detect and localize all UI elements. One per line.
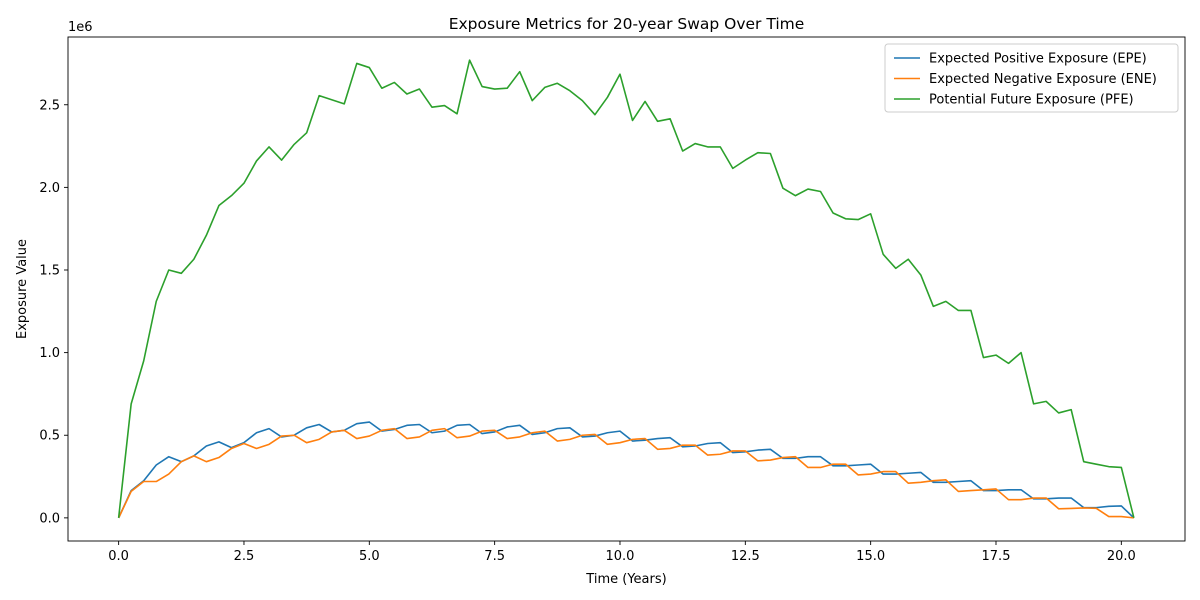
y-tick-label: 0.5 [39, 429, 60, 444]
y-axis-offset-label: 1e6 [68, 20, 93, 35]
x-tick-label: 15.0 [856, 549, 885, 564]
x-tick-label: 12.5 [731, 549, 760, 564]
x-tick-label: 17.5 [982, 549, 1011, 564]
series-layer [117, 59, 1135, 519]
legend-label-2: Potential Future Exposure (PFE) [929, 93, 1134, 108]
y-axis-label: Exposure Value [15, 239, 30, 339]
x-tick-label: 2.5 [234, 549, 255, 564]
y-tick-label: 0.0 [39, 511, 60, 526]
x-tick-label: 7.5 [484, 549, 505, 564]
x-axis-label: Time (Years) [585, 572, 666, 587]
series-1 [117, 427, 1134, 519]
y-tick-label: 1.0 [39, 346, 60, 361]
x-tick-label: 10.0 [606, 549, 635, 564]
series-2 [117, 59, 1135, 519]
y-tick-label: 2.5 [39, 98, 60, 113]
x-tick-label: 5.0 [359, 549, 380, 564]
legend-label-1: Expected Negative Exposure (ENE) [929, 72, 1157, 87]
series-line-2 [117, 59, 1135, 519]
axes-layer: 0.0 2.5 5.0 7.5 10.0 12.5 15.0 17.5 20.0 0.0 0.5 1.… [39, 36, 1186, 564]
y-tick-label: 1.5 [39, 263, 60, 278]
legend-label-0: Expected Positive Exposure (EPE) [929, 52, 1147, 67]
series-line-1 [117, 427, 1134, 519]
plot-frame [67, 36, 1186, 542]
y-tick-label: 2.0 [39, 181, 60, 196]
legend-box [884, 43, 1179, 113]
chart-title: Exposure Metrics for 20-year Swap Over T… [449, 15, 805, 33]
x-tick-label: 0.0 [108, 549, 129, 564]
x-tick-label: 20.0 [1107, 549, 1136, 564]
legend: Expected Positive Exposure (EPE) Expected… [884, 43, 1179, 113]
